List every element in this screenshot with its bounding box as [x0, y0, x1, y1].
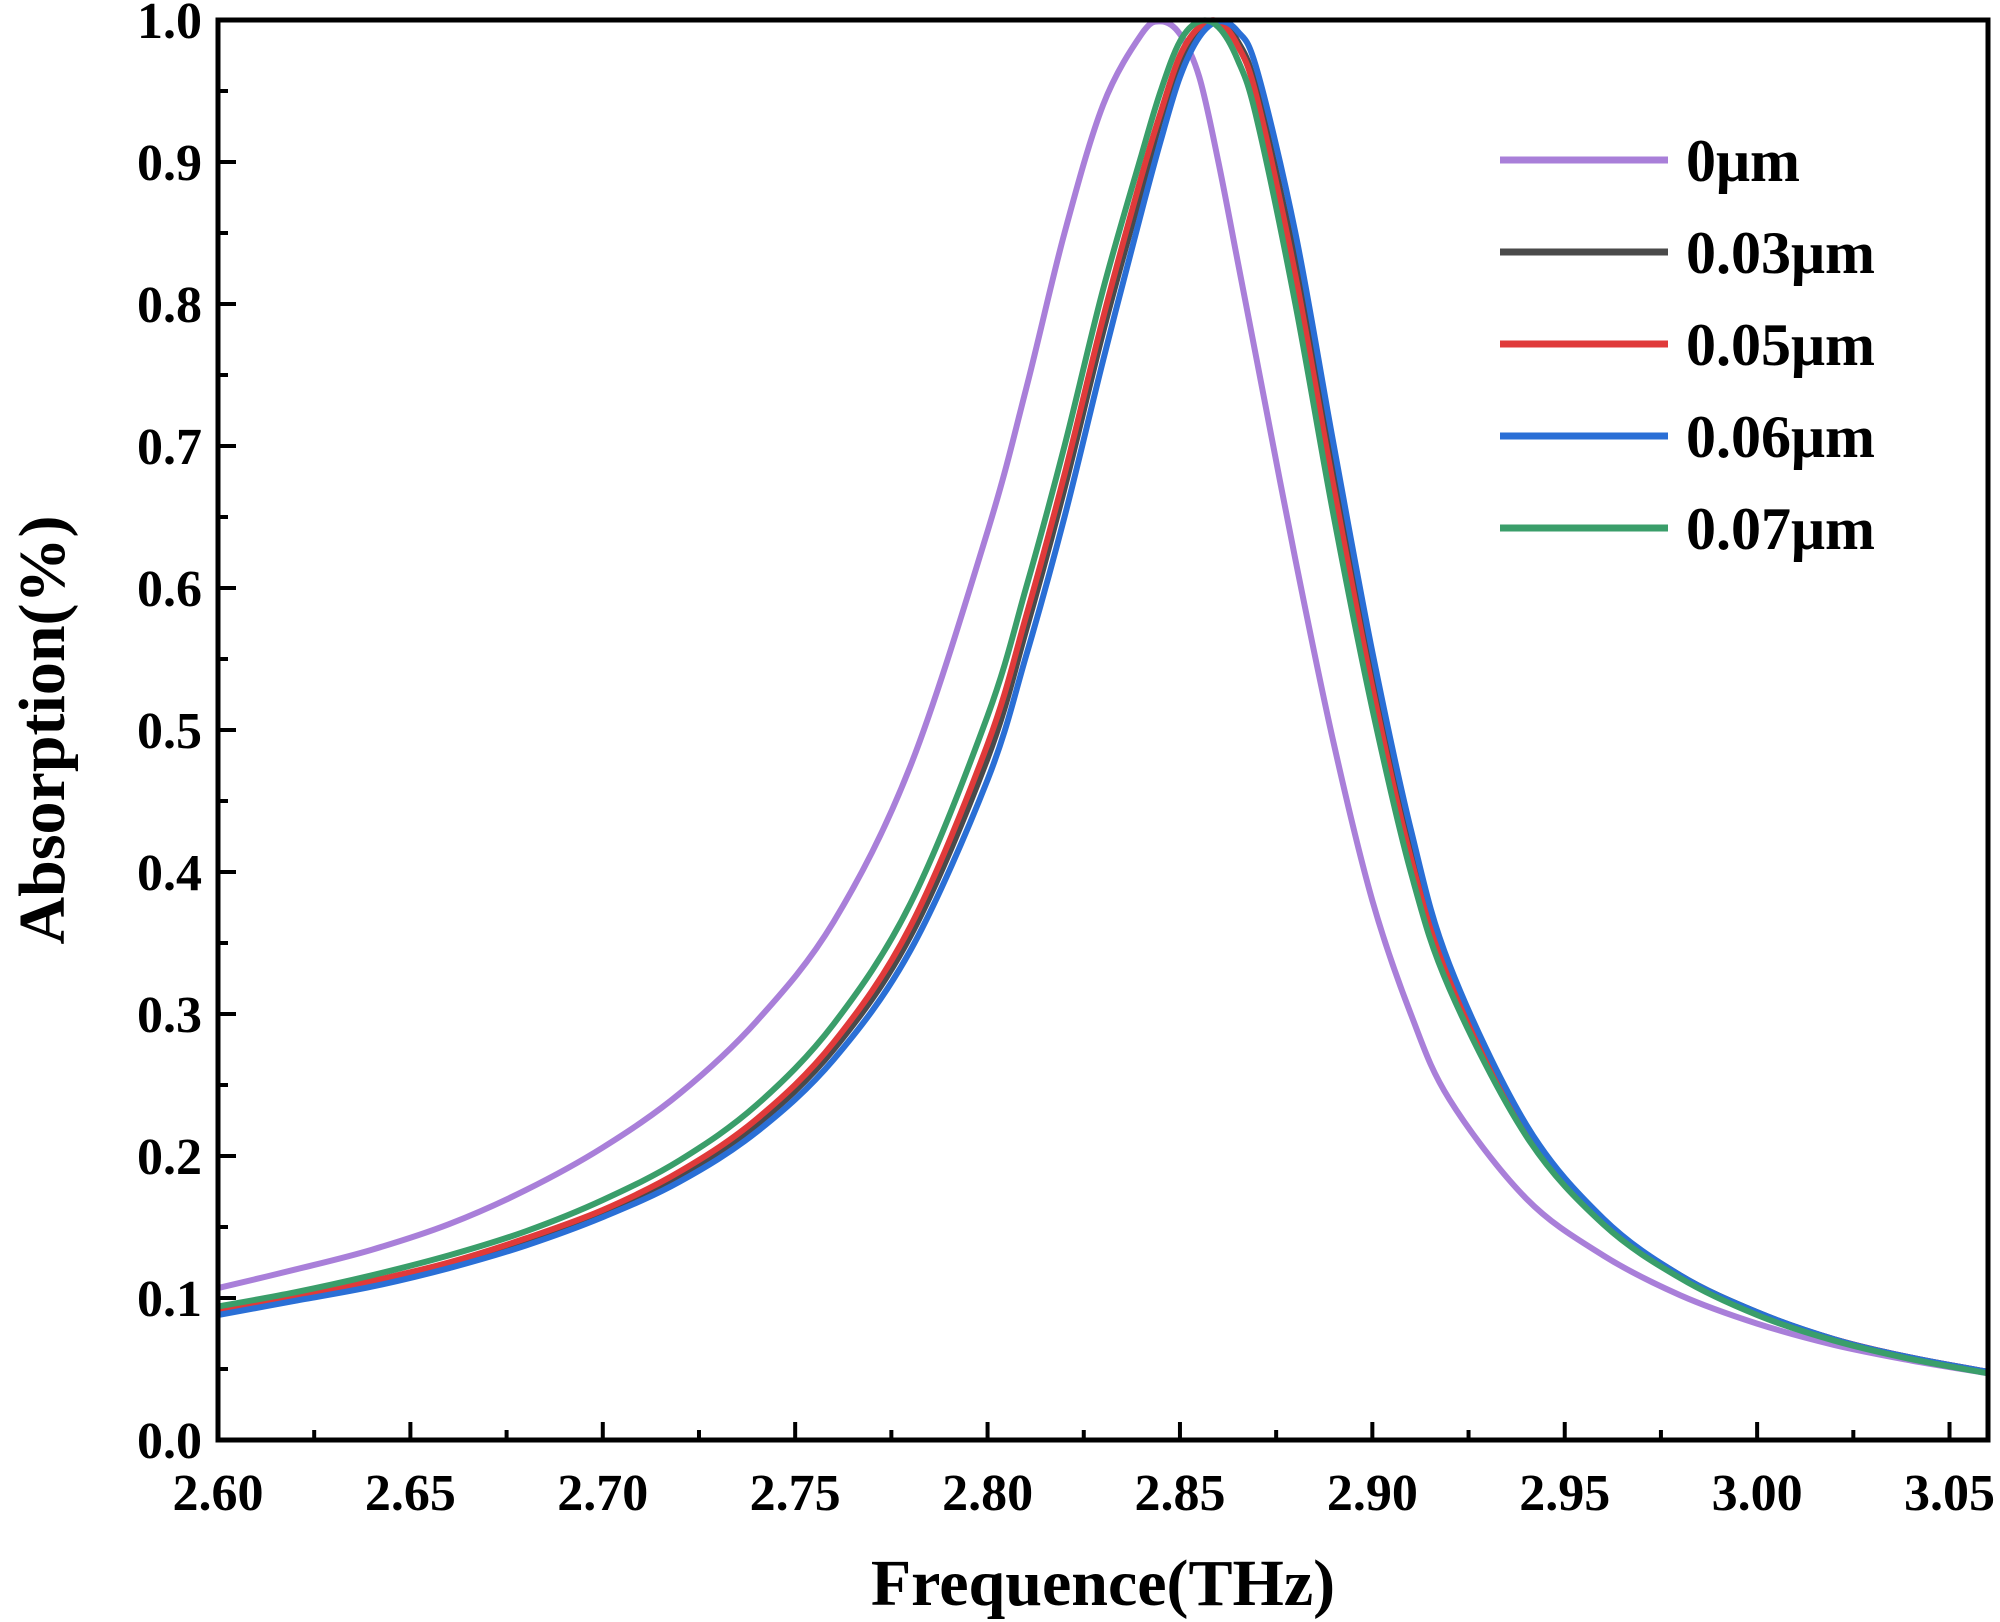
y-tick-label: 0.8 [137, 277, 202, 334]
x-tick-label: 3.00 [1712, 1465, 1803, 1522]
y-tick-label: 0.5 [137, 703, 202, 760]
y-tick-label: 0.3 [137, 987, 202, 1044]
legend-label-0: 0μm [1686, 128, 1800, 194]
legend-label-4: 0.07μm [1686, 496, 1875, 562]
y-tick-label: 0.0 [137, 1413, 202, 1470]
y-tick-label: 0.7 [137, 419, 202, 476]
series-line-4 [217, 17, 1989, 1377]
x-tick-label: 2.75 [750, 1465, 841, 1522]
plot-frame [215, 17, 1991, 1443]
x-tick-label: 3.05 [1904, 1465, 1995, 1522]
series-lines [217, 17, 1989, 1377]
y-tick-label: 1.0 [137, 0, 202, 50]
x-tick-label: 2.80 [942, 1465, 1033, 1522]
y-axis-title: Absorption(%) [6, 515, 79, 944]
x-tick-label: 2.90 [1327, 1465, 1418, 1522]
x-tick-label: 2.85 [1134, 1465, 1225, 1522]
x-tick-label: 2.95 [1519, 1465, 1610, 1522]
x-axis-ticks: 2.60 2.65 2.70 2.75 2.80 2.85 2.90 2.95 3.00 3.05 [173, 1422, 1995, 1522]
x-tick-label: 2.65 [365, 1465, 456, 1522]
legend-label-1: 0.03μm [1686, 220, 1875, 286]
legend-label-2: 0.05μm [1686, 312, 1875, 378]
x-tick-label: 2.70 [557, 1465, 648, 1522]
series-line-3 [217, 18, 1989, 1375]
series-line-0 [217, 18, 1989, 1377]
y-tick-label: 0.1 [137, 1271, 202, 1328]
y-tick-label: 0.6 [137, 561, 202, 618]
y-axis-ticks: 0.0 0.1 0.2 0.3 0.4 0.5 0.6 0.7 0.8 0.9 1.0 [137, 0, 236, 1470]
legend: 0μm 0.03μm 0.05μm 0.06μm 0.07μm [1500, 128, 1875, 562]
y-tick-label: 0.9 [137, 135, 202, 192]
y-tick-label: 0.4 [137, 845, 202, 902]
y-tick-label: 0.2 [137, 1129, 202, 1186]
x-tick-label: 2.60 [173, 1465, 264, 1522]
x-axis-title: Frequence(THz) [871, 1547, 1335, 1620]
legend-label-3: 0.06μm [1686, 404, 1875, 470]
